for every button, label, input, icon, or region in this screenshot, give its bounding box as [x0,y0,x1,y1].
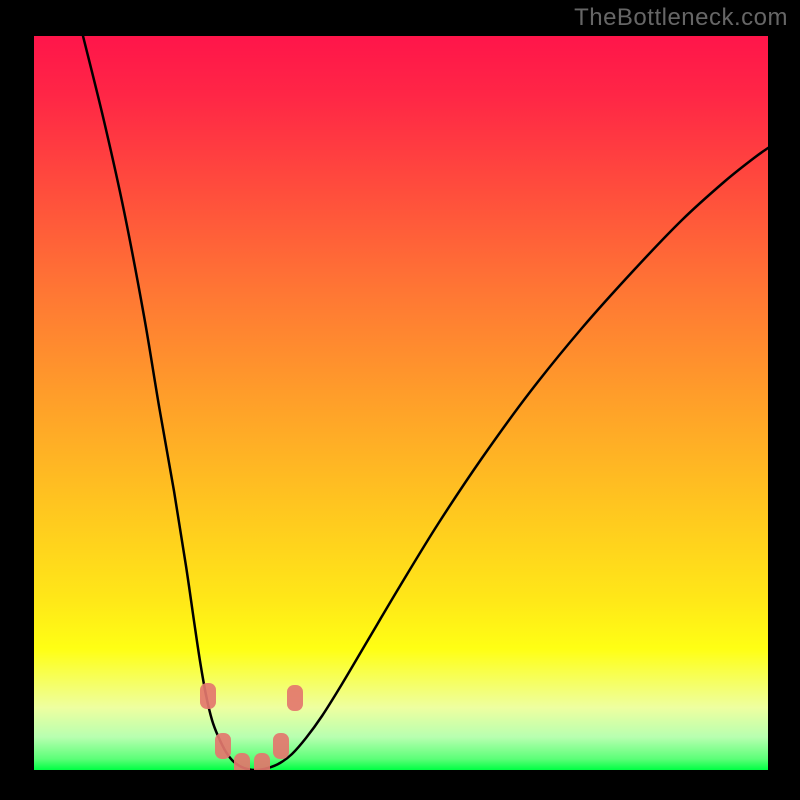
bottleneck-curve [83,36,768,770]
plot-area [34,36,768,770]
curve-marker [287,685,303,711]
chart-frame: TheBottleneck.com [0,0,800,800]
curve-marker [234,753,250,770]
curve-marker [273,733,289,759]
curve-marker [254,753,270,770]
curve-marker [215,733,231,759]
curve-layer [34,36,768,770]
curve-marker [200,683,216,709]
watermark-text: TheBottleneck.com [574,4,788,32]
